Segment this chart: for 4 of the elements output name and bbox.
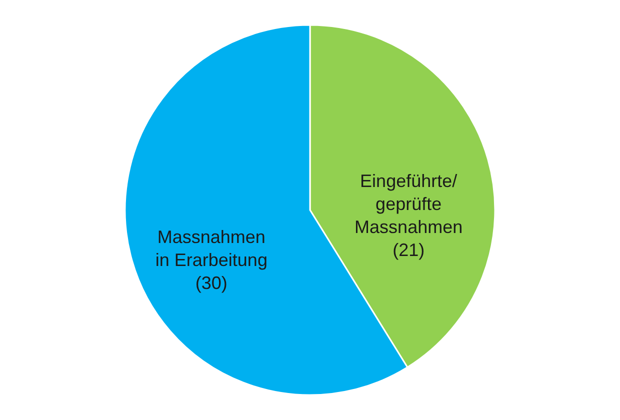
slice-label: Eingeführte/geprüfte Massnahmen <box>354 170 463 237</box>
data-label: (21) <box>392 240 425 260</box>
data-label: (30) <box>195 273 228 294</box>
slice-label: Massnahmen in Erarbeitung <box>155 227 268 270</box>
